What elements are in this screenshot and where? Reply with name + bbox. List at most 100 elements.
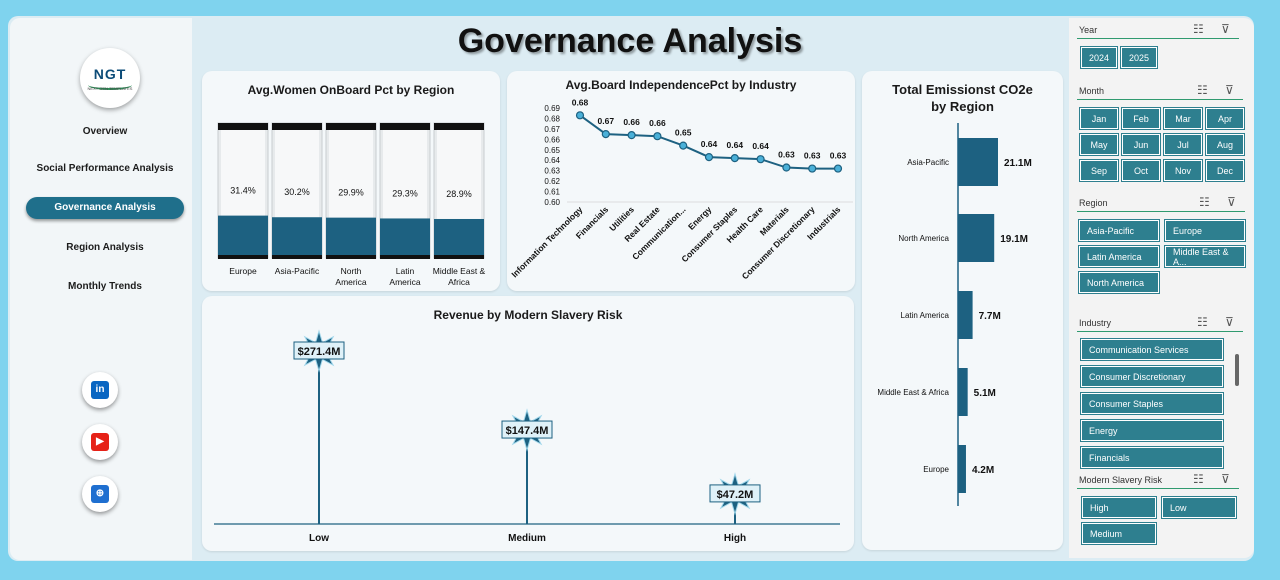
month-slicer-feb[interactable]: Feb: [1122, 108, 1160, 129]
month-slicer-dec[interactable]: Dec: [1206, 160, 1244, 181]
month-slicer-may[interactable]: May: [1080, 134, 1118, 155]
board-independence-chart-card: Avg.Board IndependencePct by Industry 0.…: [507, 71, 855, 291]
linkedin-button[interactable]: in: [82, 372, 118, 408]
region-slicer-3[interactable]: Middle East & A...: [1165, 246, 1245, 267]
youtube-icon: ▶: [91, 433, 109, 451]
clear-filter-icon[interactable]: ⊽: [1227, 195, 1236, 209]
bar-cap: [218, 123, 268, 130]
data-label: 0.68: [572, 97, 589, 107]
category-label: North America: [898, 234, 949, 243]
category-label: Middle East & Africa: [433, 266, 486, 287]
filter-divider: [1077, 331, 1243, 332]
month-slicer-oct[interactable]: Oct: [1122, 160, 1160, 181]
bar: [958, 291, 973, 339]
industry-scrollbar[interactable]: [1235, 354, 1239, 386]
category-label: Asia-Pacific: [275, 266, 320, 276]
data-label: 19.1M: [1000, 234, 1028, 245]
region-slicer-4[interactable]: North America: [1079, 272, 1159, 293]
bar-cap: [326, 123, 376, 130]
clear-filter-icon[interactable]: ⊽: [1225, 83, 1234, 97]
month-slicer-aug[interactable]: Aug: [1206, 134, 1244, 155]
category-label: Europe: [923, 465, 949, 474]
region-slicer-1[interactable]: Europe: [1165, 220, 1245, 241]
filter-label-modern-slavery-risk: Modern Slavery Risk: [1079, 475, 1163, 485]
month-slicer-sep[interactable]: Sep: [1080, 160, 1118, 181]
nav-item-overview[interactable]: Overview: [82, 126, 128, 137]
emissions-chart: Asia-Pacific 21.1M North America 19.1M Latin…: [877, 123, 1032, 506]
clear-filter-icon[interactable]: ⊽: [1221, 472, 1230, 486]
risk-slicer-medium[interactable]: Medium: [1082, 523, 1156, 544]
bar-1: [271, 122, 323, 259]
data-label: 28.9%: [446, 189, 472, 199]
month-slicer-apr[interactable]: Apr: [1206, 108, 1244, 129]
nav-item-monthly-trends[interactable]: Monthly Trends: [68, 281, 142, 292]
year-slicer-2025[interactable]: 2025: [1121, 47, 1157, 68]
bar-3: [379, 122, 431, 259]
filter-label-industry: Industry: [1079, 318, 1112, 328]
data-label: 0.63: [804, 151, 821, 161]
month-slicer-nov[interactable]: Nov: [1164, 160, 1202, 181]
multi-select-icon[interactable]: ☷: [1193, 472, 1204, 486]
women-onboard-chart-card: Avg.Women OnBoard Pct by Region 31.4% Eur…: [202, 71, 500, 291]
category-label: Europe: [229, 266, 257, 276]
bar: [958, 214, 995, 262]
month-slicer-mar[interactable]: Mar: [1164, 108, 1202, 129]
month-slicer-jul[interactable]: Jul: [1164, 134, 1202, 155]
multi-select-icon[interactable]: ☷: [1197, 315, 1208, 329]
page-title: Governance Analysis: [457, 22, 803, 60]
category-label: Low: [309, 533, 329, 544]
data-label: $47.2M: [717, 489, 754, 501]
data-label: 21.1M: [1004, 158, 1032, 169]
multi-select-icon[interactable]: ☷: [1199, 195, 1210, 209]
bar: [958, 138, 998, 186]
data-label: 0.67: [598, 116, 615, 126]
category-label: High: [724, 533, 746, 544]
board-independence-chart: 0.690.680.670.660.650.640.630.620.610.60…: [509, 97, 853, 281]
filter-divider: [1077, 99, 1243, 100]
month-slicer-jan[interactable]: Jan: [1080, 108, 1118, 129]
chart-title: Avg.Board IndependencePct by Industry: [565, 78, 797, 92]
label-box: [501, 420, 553, 439]
nav-item-governance-analysis[interactable]: Governance Analysis: [26, 197, 184, 219]
data-point: [756, 155, 765, 164]
nav-item-social-performance-analysis[interactable]: Social Performance Analysis: [36, 163, 174, 174]
bar: [958, 368, 968, 416]
logo-text: NGT: [93, 66, 127, 82]
region-slicer-0[interactable]: Asia-Pacific: [1079, 220, 1159, 241]
region-slicer-2[interactable]: Latin America: [1079, 246, 1159, 267]
multi-select-icon[interactable]: ☷: [1197, 83, 1208, 97]
data-label: 31.4%: [230, 186, 256, 196]
label-box: [293, 341, 345, 360]
risk-slicer-high[interactable]: High: [1082, 497, 1156, 518]
industry-slicer-0[interactable]: Communication Services: [1081, 339, 1223, 360]
chart-title: Avg.Women OnBoard Pct by Region: [247, 83, 455, 97]
bar-fill: [326, 217, 376, 258]
youtube-button[interactable]: ▶: [82, 424, 118, 460]
revenue-risk-chart: $271.4M Low $147.4M Medium $47.2M High: [214, 329, 840, 544]
linkedin-icon: in: [91, 381, 109, 399]
label-box: [709, 484, 761, 503]
clear-filter-icon[interactable]: ⊽: [1221, 22, 1230, 36]
data-label: 0.64: [701, 139, 718, 149]
filter-label-region: Region: [1079, 198, 1108, 208]
clear-filter-icon[interactable]: ⊽: [1225, 315, 1234, 329]
month-slicer-jun[interactable]: Jun: [1122, 134, 1160, 155]
risk-slicer-low[interactable]: Low: [1162, 497, 1236, 518]
revenue-risk-chart-card: Revenue by Modern Slavery Risk $271.4M Lo…: [202, 296, 854, 551]
filter-divider: [1077, 488, 1239, 489]
website-button[interactable]: ⊕: [82, 476, 118, 512]
industry-slicer-2[interactable]: Consumer Staples: [1081, 393, 1223, 414]
emissions-chart-card: Total Emissionst CO2e by Region Asia-Pac…: [862, 71, 1063, 550]
chart-title-line-2: by Region: [931, 99, 994, 114]
industry-slicer-1[interactable]: Consumer Discretionary: [1081, 366, 1223, 387]
industry-slicer-4[interactable]: Financials: [1081, 447, 1223, 468]
y-tick-label: 0.63: [544, 167, 560, 176]
filter-divider: [1077, 38, 1239, 39]
year-slicer-2024[interactable]: 2024: [1081, 47, 1117, 68]
industry-slicer-3[interactable]: Energy: [1081, 420, 1223, 441]
data-point: [833, 164, 843, 173]
data-label: 0.64: [752, 141, 769, 151]
nav-item-region-analysis[interactable]: Region Analysis: [66, 242, 144, 253]
multi-select-icon[interactable]: ☷: [1193, 22, 1204, 36]
logo-subtitle: NEXT GEN TEMPLATES: [87, 86, 133, 91]
